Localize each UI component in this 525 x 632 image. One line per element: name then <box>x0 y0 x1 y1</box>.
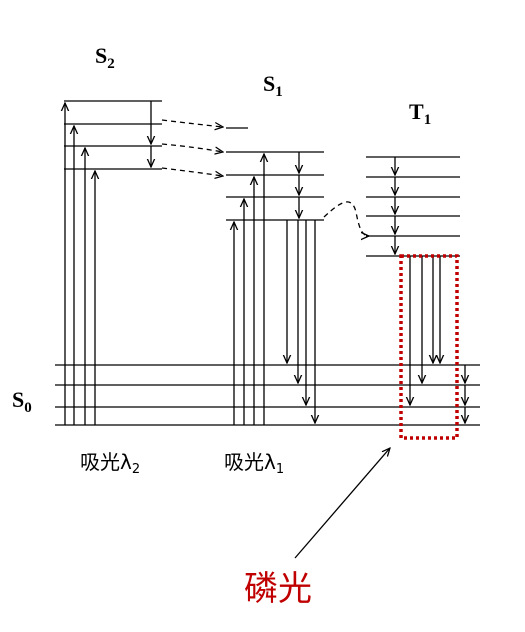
label-phosphorescence: 磷光 <box>244 569 312 609</box>
intersystem-crossing-arrow <box>323 201 369 236</box>
internal-conversion-arrows <box>161 119 223 176</box>
absorption-lambda2-arrows <box>65 103 95 425</box>
t1-levels <box>366 156 460 257</box>
fluorescence-arrows <box>287 220 315 423</box>
label-s0: S0 <box>12 387 32 416</box>
absorption-lambda1-arrows <box>234 154 264 425</box>
s2-levels <box>64 100 162 170</box>
s1-levels <box>226 127 324 221</box>
label-s1: S1 <box>263 71 283 100</box>
label-t1: T1 <box>409 99 432 128</box>
label-absorption-lambda2: 吸光λ2 <box>80 450 141 477</box>
phosphorescence-pointer <box>294 448 390 559</box>
phosphorescence-arrows <box>410 256 440 405</box>
label-absorption-lambda1: 吸光λ1 <box>224 450 285 477</box>
phosphorescence-highlight-box <box>399 254 459 440</box>
s0-levels <box>55 364 480 426</box>
label-s2: S2 <box>95 43 115 72</box>
